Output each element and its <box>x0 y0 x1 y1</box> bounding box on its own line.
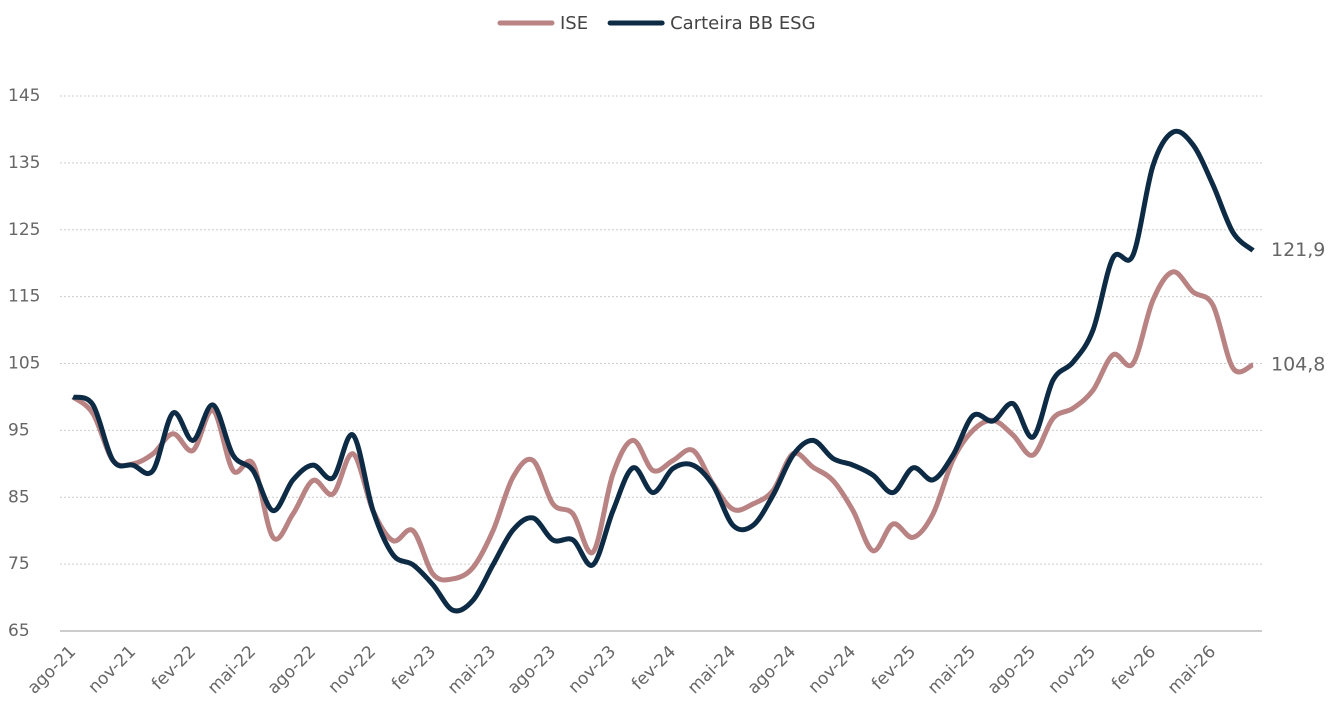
series-line <box>71 269 1255 583</box>
x-tick-label: nov-23 <box>565 642 621 698</box>
x-tick-label: nov-25 <box>1045 642 1101 698</box>
x-tick-label: ago-24 <box>744 642 800 698</box>
x-tick-label: mai-26 <box>1164 642 1220 698</box>
x-tick-label: fev-22 <box>148 642 200 694</box>
end-label: 104,8 <box>1271 353 1325 375</box>
y-tick-label: 135 <box>8 153 40 173</box>
y-tick-label: 105 <box>8 354 40 374</box>
x-tick-label: ago-22 <box>264 642 320 698</box>
x-tick-label: ago-21 <box>24 642 80 698</box>
x-tick-label: mai-23 <box>444 642 500 698</box>
x-tick-label: fev-23 <box>388 642 440 694</box>
x-tick-label: mai-22 <box>204 642 260 698</box>
x-tick-label: nov-21 <box>85 642 141 698</box>
y-tick-label: 85 <box>8 487 30 507</box>
x-tick-label: fev-25 <box>868 642 920 694</box>
legend-label: Carteira BB ESG <box>670 13 815 34</box>
x-tick-label: nov-22 <box>325 642 381 698</box>
end-label: 121,9 <box>1271 239 1325 261</box>
y-tick-label: 65 <box>8 621 30 641</box>
legend-label: ISE <box>560 13 588 34</box>
y-tick-label: 75 <box>8 554 30 574</box>
x-tick-label: fev-24 <box>628 642 680 694</box>
x-tick-label: mai-25 <box>924 642 980 698</box>
y-tick-label: 95 <box>8 420 30 440</box>
y-tick-label: 115 <box>8 287 40 307</box>
x-tick-label: ago-25 <box>984 642 1040 698</box>
series-line <box>72 128 1255 614</box>
y-tick-label: 125 <box>8 220 40 240</box>
x-tick-label: nov-24 <box>805 642 861 698</box>
x-tick-label: mai-24 <box>684 642 740 698</box>
x-tick-label: ago-23 <box>504 642 560 698</box>
y-tick-label: 145 <box>8 86 40 106</box>
x-tick-label: fev-26 <box>1108 642 1160 694</box>
